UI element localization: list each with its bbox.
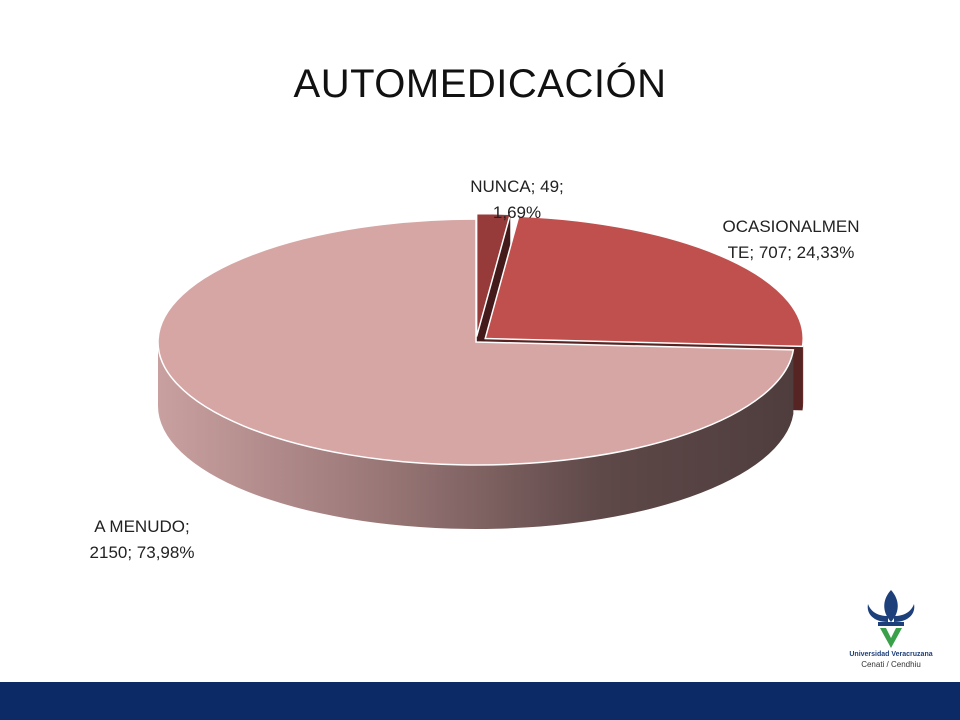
pie-slice-ocasional [484, 215, 804, 348]
slice-label-ocasional: OCASIONALMEN TE; 707; 24,33% [706, 214, 876, 266]
footer-bar [0, 682, 960, 720]
slice-label-amenudo-line1: A MENUDO; [94, 517, 190, 536]
slide-title: AUTOMEDICACIÓN [293, 62, 667, 106]
pie-slice-amenudo [157, 218, 795, 466]
fleur-de-lis-icon [867, 590, 915, 648]
university-logo: Universidad Veracruzana Cenati / Cendhiu [822, 586, 960, 682]
slice-label-amenudo: A MENUDO; 2150; 73,98% [62, 514, 222, 566]
logo-department: Cenati / Cendhiu [861, 660, 921, 669]
slice-label-ocasional-line2: TE; 707; 24,33% [727, 243, 855, 262]
slice-label-nunca-line2: 1,69% [492, 203, 542, 222]
slice-label-amenudo-line2: 2150; 73,98% [89, 543, 195, 562]
slice-label-ocasional-line1: OCASIONALMEN [722, 217, 860, 236]
logo-university-name: Universidad Veracruzana [849, 651, 933, 658]
slice-label-nunca-line1: NUNCA; 49; [470, 177, 564, 196]
pie-side-amenudo [158, 342, 794, 529]
pie-side-ocasional [802, 338, 804, 411]
pie-slice-nunca [475, 212, 512, 337]
slice-label-nunca: NUNCA; 49; 1,69% [452, 174, 582, 226]
